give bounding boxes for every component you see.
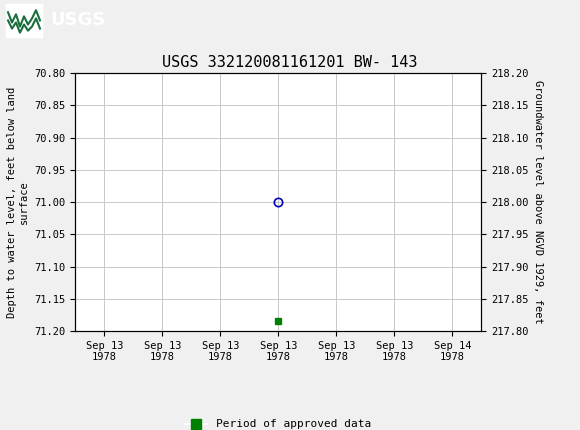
Text: USGS 332120081161201 BW- 143: USGS 332120081161201 BW- 143 xyxy=(162,55,418,70)
Text: USGS: USGS xyxy=(50,12,106,29)
Y-axis label: Depth to water level, feet below land
surface: Depth to water level, feet below land su… xyxy=(8,86,29,318)
Legend: Period of approved data: Period of approved data xyxy=(181,415,376,430)
FancyBboxPatch shape xyxy=(6,4,42,37)
Y-axis label: Groundwater level above NGVD 1929, feet: Groundwater level above NGVD 1929, feet xyxy=(532,80,542,324)
